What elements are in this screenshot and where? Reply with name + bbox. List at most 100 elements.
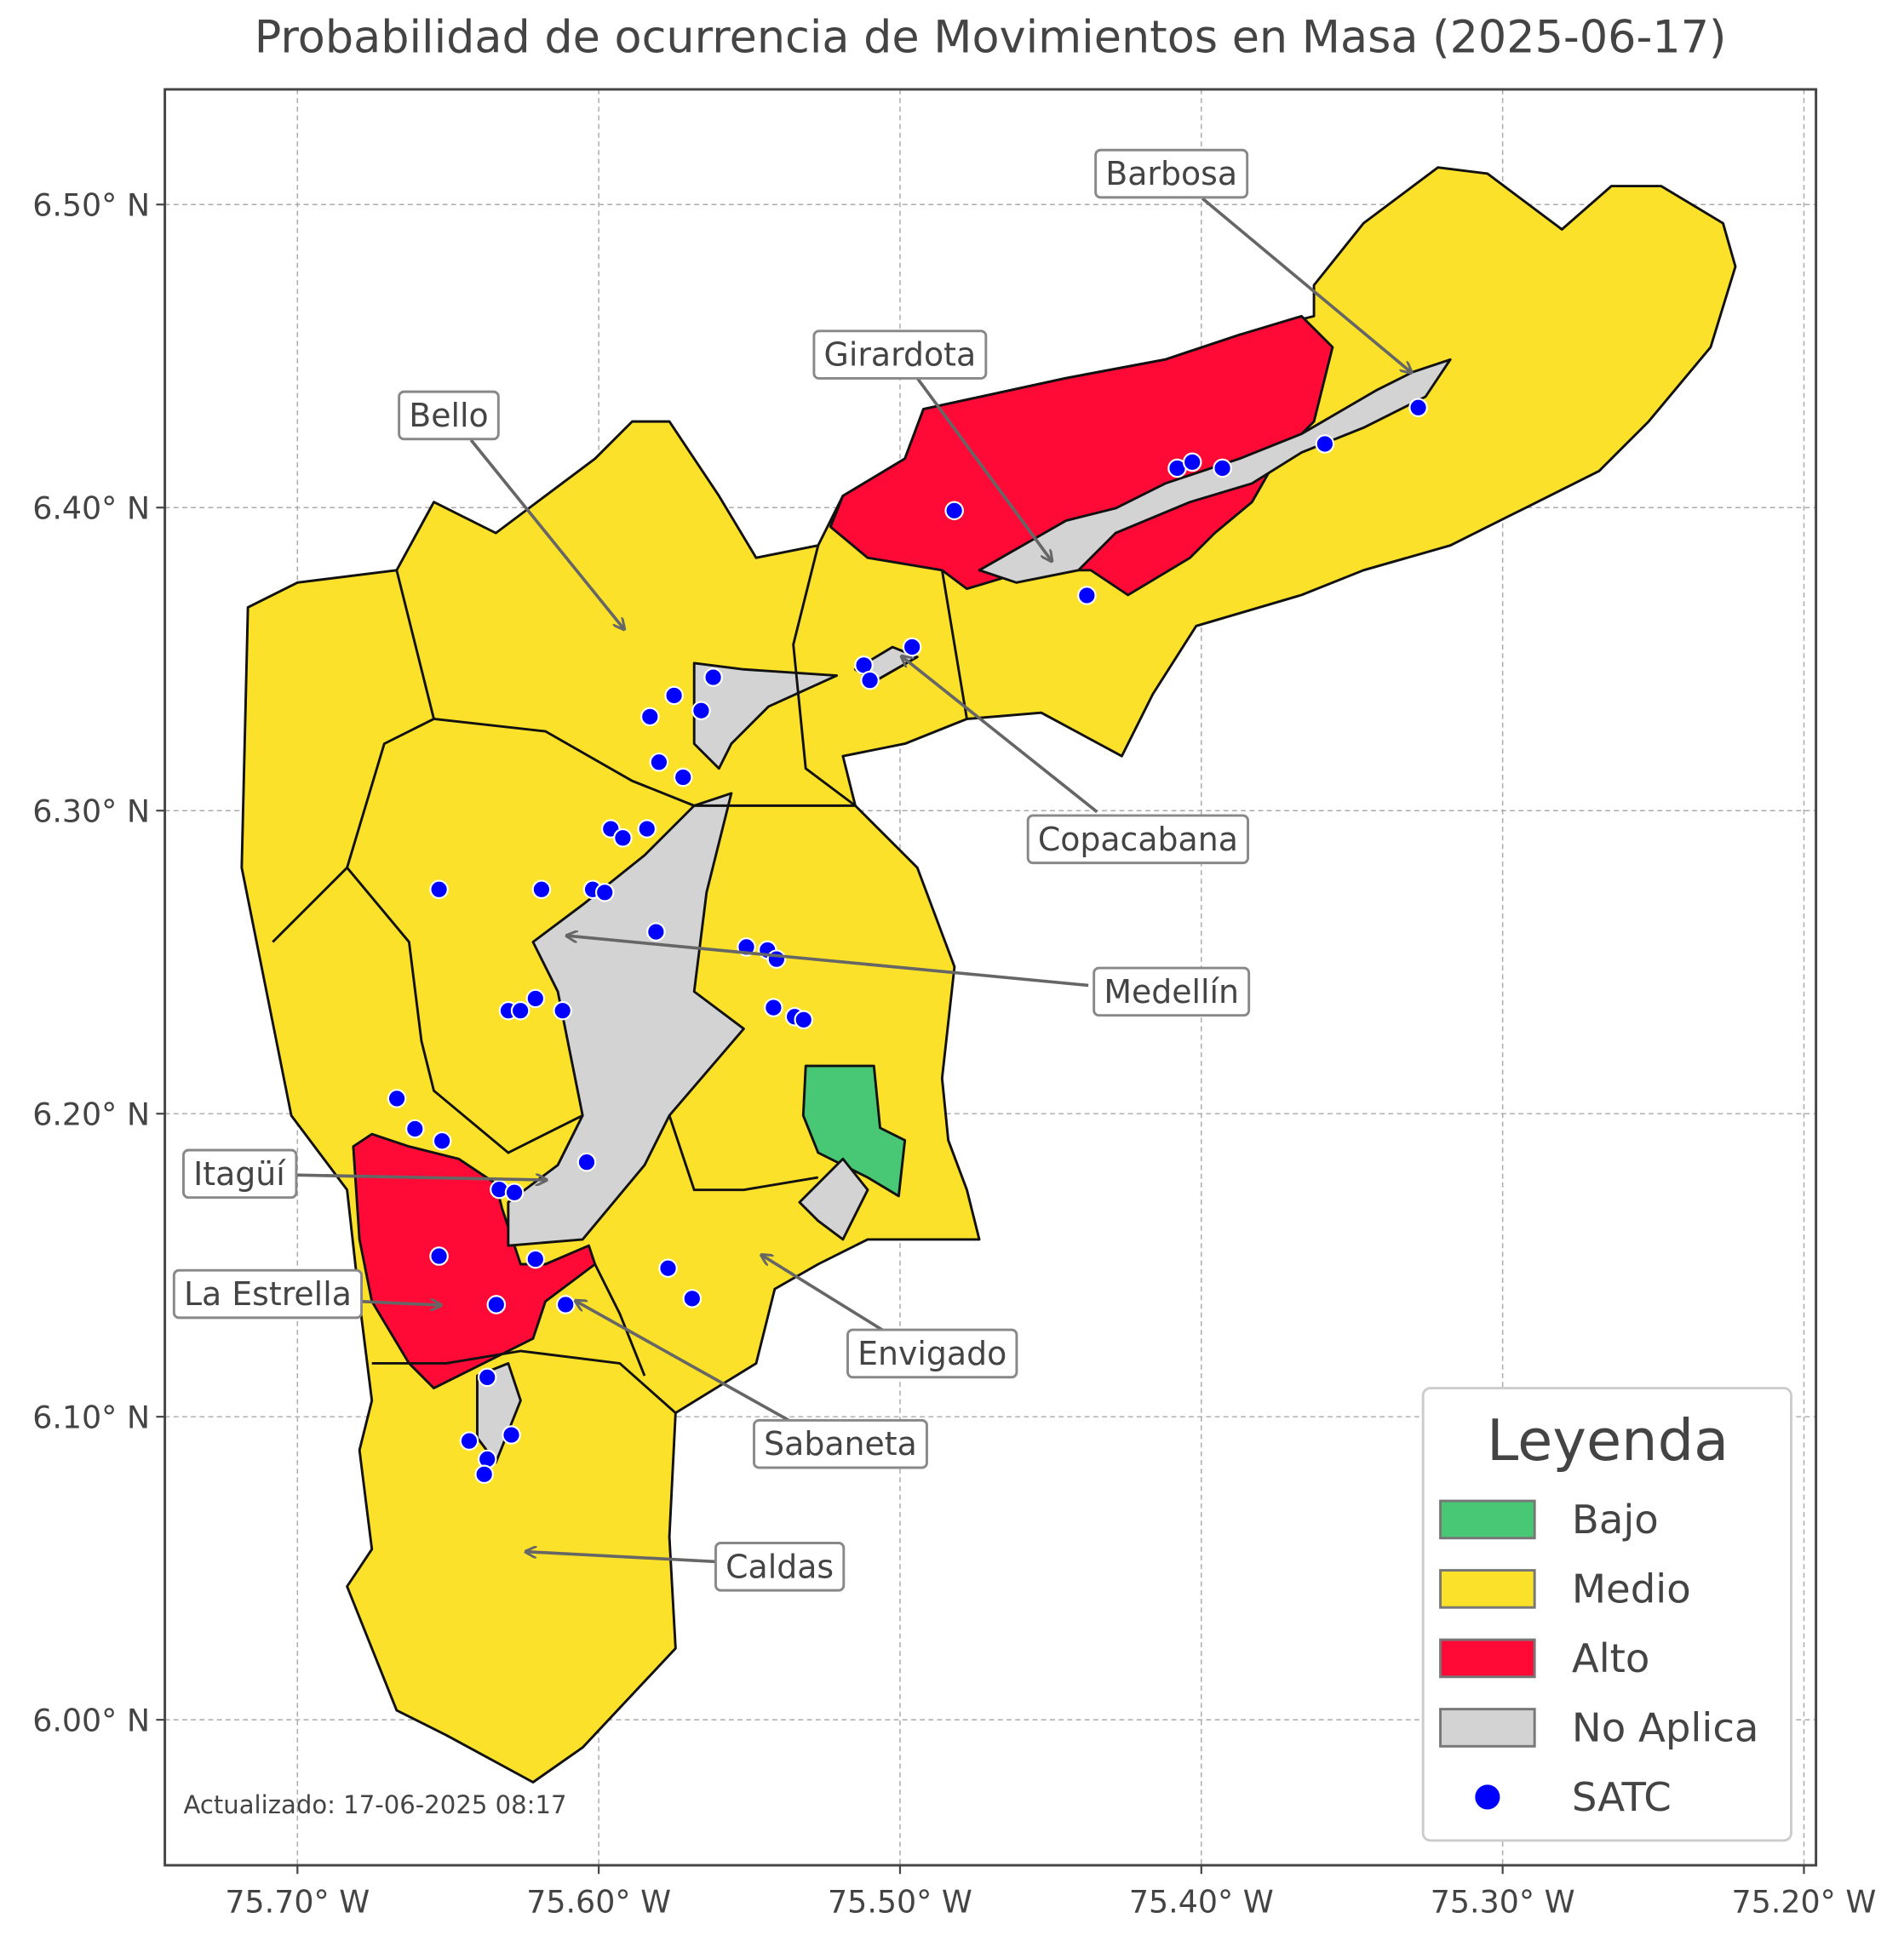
legend-swatch xyxy=(1439,1569,1536,1609)
satc-point xyxy=(477,1367,497,1388)
legend-marker xyxy=(1475,1784,1500,1810)
annotation-box xyxy=(1093,966,1251,1017)
x-tick-label: 75.70° W xyxy=(225,1883,370,1920)
municipal-border xyxy=(371,1349,677,1414)
satc-point xyxy=(555,1295,576,1314)
y-tick-label: 6.40° N xyxy=(32,490,150,526)
annotation-box xyxy=(753,1418,928,1469)
annotation-arrow xyxy=(576,1302,794,1424)
satc-point xyxy=(432,1131,452,1151)
satc-point xyxy=(459,1431,479,1451)
municipal-border xyxy=(272,570,436,943)
footer: Actualizado: 17-06-2025 08:17 xyxy=(183,1790,566,1819)
region-no-aplica xyxy=(798,1157,869,1241)
x-tick-label: 75.50° W xyxy=(828,1883,972,1920)
satc-point xyxy=(637,819,657,839)
annotation-label: Bello xyxy=(409,397,488,434)
satc-point xyxy=(576,1152,597,1172)
satc-point xyxy=(658,1258,678,1279)
satc-point xyxy=(510,1000,530,1021)
points xyxy=(387,398,1428,1485)
satc-point xyxy=(860,670,880,690)
satc-point xyxy=(766,949,787,969)
municipal-border xyxy=(792,545,857,807)
municipal-border xyxy=(346,867,583,1154)
satc-point xyxy=(794,1010,814,1030)
x-tick-label: 75.60° W xyxy=(526,1883,671,1920)
annotation-arrow xyxy=(915,377,1051,560)
annotation-label: Medellín xyxy=(1104,973,1239,1011)
annotation-box xyxy=(846,1328,1018,1379)
legend-label: Bajo xyxy=(1572,1497,1659,1543)
annotation-arrow xyxy=(527,1552,717,1564)
annotation-box xyxy=(812,329,988,380)
annotation-arrow xyxy=(1201,197,1411,372)
satc-point xyxy=(703,667,723,687)
region-alto xyxy=(352,1132,597,1390)
y-tick-label: 6.10° N xyxy=(32,1399,150,1435)
x-tick-label: 75.20° W xyxy=(1732,1883,1877,1920)
satc-point xyxy=(594,883,615,902)
y-tick-label: 6.30° N xyxy=(32,793,150,829)
annotation-box xyxy=(182,1148,298,1200)
satc-point xyxy=(682,1289,703,1308)
region-no-aplica xyxy=(692,661,839,770)
legend-label: Medio xyxy=(1572,1566,1691,1612)
satc-point xyxy=(525,988,546,1009)
annotation-arrow xyxy=(359,1302,440,1305)
satc-point xyxy=(613,827,633,848)
region-medio xyxy=(240,166,1737,1784)
legend-label: Alto xyxy=(1572,1635,1650,1681)
satc-point xyxy=(525,1249,546,1269)
satc-point xyxy=(502,1425,521,1445)
satc-point xyxy=(387,1089,407,1108)
satc-point xyxy=(1408,398,1428,418)
map-title: Probabilidad de ocurrencia de Movimiento… xyxy=(255,11,1727,63)
satc-point xyxy=(429,1246,449,1266)
annotation-box xyxy=(1026,814,1250,865)
satc-point xyxy=(764,998,783,1017)
satc-point xyxy=(1182,452,1202,472)
legend-label: SATC xyxy=(1572,1774,1672,1820)
municipal-border xyxy=(594,1263,646,1377)
legend: Leyenda Bajo Medio Alto No Aplica SATC xyxy=(1421,1387,1792,1842)
legend-label: No Aplica xyxy=(1572,1704,1759,1750)
annotation-label: Itagüí xyxy=(193,1155,286,1193)
satc-point xyxy=(504,1182,525,1203)
municipal-border xyxy=(940,570,968,719)
annotation-label: Envigado xyxy=(857,1335,1006,1372)
municipal-border xyxy=(433,718,856,807)
municipal-border xyxy=(668,1114,819,1192)
region-no-aplica xyxy=(507,792,745,1247)
satc-point xyxy=(664,685,684,706)
legend-title: Leyenda xyxy=(1487,1407,1729,1474)
satc-point xyxy=(405,1119,425,1139)
annotation-label: Sabaneta xyxy=(764,1425,917,1463)
y-tick-label: 6.50° N xyxy=(32,186,150,223)
annotation-label: Girardota xyxy=(824,336,977,374)
satc-point xyxy=(640,707,660,727)
satc-point xyxy=(553,1000,572,1021)
y-tick-label: 6.00° N xyxy=(32,1702,150,1738)
satc-point xyxy=(673,767,693,787)
annotation-box xyxy=(172,1268,363,1320)
annotation-box xyxy=(1094,148,1249,199)
legend-swatch xyxy=(1439,1708,1536,1748)
satc-point xyxy=(902,637,922,657)
annotation-box xyxy=(398,390,500,441)
annotation-label: La Estrella xyxy=(184,1275,352,1313)
legend-swatch xyxy=(1439,1638,1536,1679)
annotation-label: Barbosa xyxy=(1105,155,1237,192)
annotation-arrow xyxy=(469,438,623,628)
annotations: Barbosa Girardota Bello Copacabana Medellín I… xyxy=(172,148,1411,1592)
annotation-box xyxy=(714,1542,846,1592)
satc-point xyxy=(1077,586,1097,605)
annotation-arrow xyxy=(762,1256,887,1334)
axes: 75.70° W 75.60° W 75.50° W 75.40° W 75.30° W… xyxy=(32,186,1876,1920)
satc-point xyxy=(649,752,669,772)
legend-swatch xyxy=(1439,1499,1536,1540)
annotation-arrow xyxy=(903,657,1098,814)
satc-point xyxy=(646,922,666,942)
annotation-label: Copacabana xyxy=(1038,821,1238,858)
